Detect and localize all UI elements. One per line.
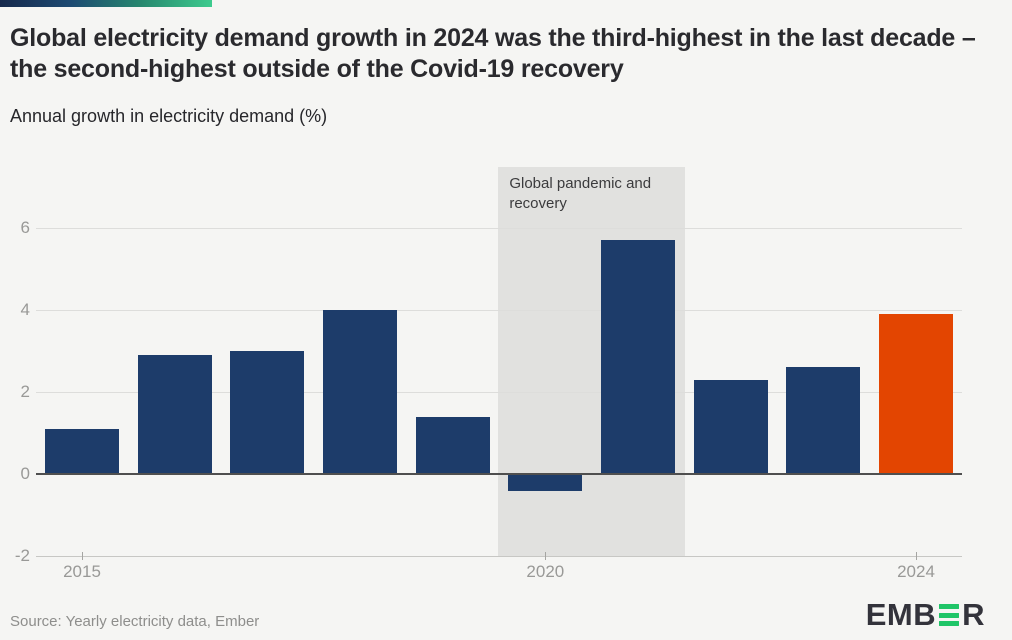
- bar-chart: Global pandemic and recovery 6 4 2 0 -2 2015 20…: [0, 160, 1012, 600]
- x-axis-tick-2015: [82, 552, 83, 560]
- x-axis-tick-2024: [916, 552, 918, 560]
- gridline--2: [36, 556, 962, 557]
- x-axis-label-2024: 2024: [897, 562, 935, 581]
- x-axis-label-2015: 2015: [63, 562, 101, 581]
- bar-2022: [693, 379, 768, 474]
- bar-2018: [323, 310, 397, 474]
- y-axis-label-2: 2: [20, 382, 30, 401]
- logo-text-r: R: [962, 597, 985, 632]
- page-title: Global electricity demand growth in 2024…: [10, 24, 976, 83]
- page-subtitle: Annual growth in electricity demand (%): [10, 106, 328, 126]
- bar-2016: [137, 355, 212, 474]
- y-axis-label-0: 0: [20, 464, 30, 483]
- bar-2024: [879, 314, 954, 474]
- source-text: Source: Yearly electricity data, Ember: [10, 613, 260, 630]
- bar-2023: [786, 367, 861, 474]
- x-axis-label-2020: 2020: [526, 562, 565, 581]
- y-axis-label--2: -2: [14, 546, 30, 565]
- pandemic-band-label: Global pandemic and recovery: [509, 175, 652, 212]
- logo-text-emb: EMB: [865, 597, 937, 632]
- x-axis-tick-2020: [545, 552, 547, 560]
- bar-2021: [601, 240, 676, 474]
- ember-logo: EMB R: [865, 597, 985, 632]
- bar-2017: [230, 351, 305, 474]
- bar-2019: [415, 416, 490, 474]
- bar-2015: [45, 428, 119, 474]
- zero-line: [36, 473, 962, 475]
- y-axis-label-6: 6: [20, 218, 30, 237]
- y-axis-label-4: 4: [20, 300, 30, 319]
- gridline-2: [36, 392, 962, 393]
- bar-2020: [508, 475, 583, 492]
- logo-e-bars-icon: [939, 604, 960, 626]
- accent-bar: [0, 0, 212, 7]
- gridline-4: [36, 310, 962, 311]
- gridline-6: [36, 228, 962, 229]
